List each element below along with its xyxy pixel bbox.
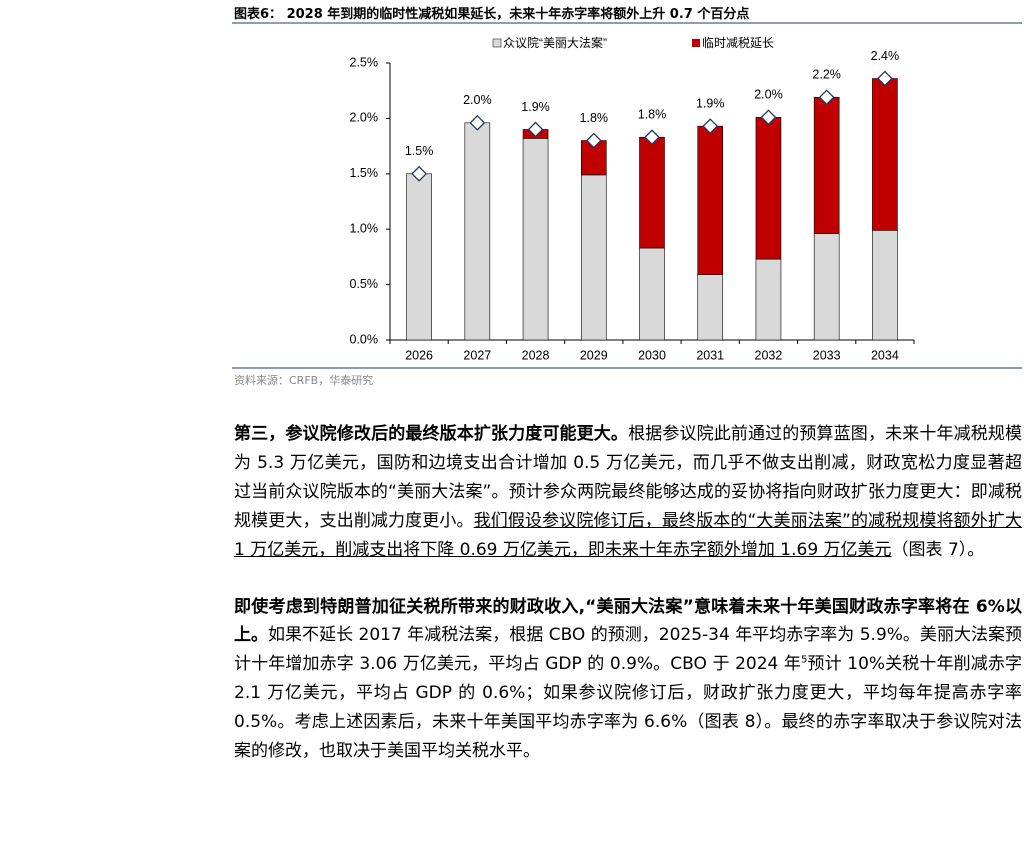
bar-segment — [755, 258, 782, 341]
y-tick-label: 1.0% — [350, 221, 379, 235]
total-label: 2.2% — [812, 68, 841, 82]
bar-segment — [697, 274, 724, 341]
total-label: 1.8% — [638, 108, 667, 122]
x-tick-label: 2033 — [813, 348, 841, 362]
bar-segment — [639, 136, 665, 249]
total-marker — [585, 132, 602, 149]
total-label: 1.9% — [521, 100, 550, 114]
total-label: 2.0% — [463, 93, 492, 107]
total-label: 1.5% — [405, 144, 434, 158]
y-tick-label: 2.0% — [350, 111, 379, 125]
legend-swatch — [692, 39, 700, 47]
legend-swatch — [492, 38, 502, 48]
paragraph: 第三，参议院修改后的最终版本扩张力度可能更大。根据参议院此前通过的预算蓝图，未来… — [234, 420, 1022, 565]
y-tick-label: 2.5% — [350, 55, 379, 69]
x-tick-label: 2034 — [871, 348, 899, 362]
text-run: 如果不延长 2017 年减税法案，根据 CBO 的预测，2025-34 年平均赤… — [234, 625, 1022, 675]
x-tick-label: 2026 — [405, 348, 433, 362]
total-marker — [644, 129, 660, 146]
text-run: 5 — [801, 654, 808, 666]
x-tick-label: 2027 — [463, 348, 491, 362]
bar-segment — [580, 174, 607, 341]
text-run: 根据参议院此前通过的预算蓝图，未来十年减税规模为 5.3 万亿美元，国防和边境支… — [234, 424, 1023, 531]
total-marker — [411, 165, 428, 182]
text-run: （图表 7）。 — [891, 539, 985, 560]
y-tick-label: 1.5% — [350, 166, 379, 180]
legend-label: 众议院“美丽大法案” — [503, 35, 607, 50]
total-label: 2.4% — [871, 49, 900, 63]
legend-label: 临时减税延长 — [702, 36, 774, 50]
x-tick-label: 2032 — [755, 348, 783, 362]
bar-segment — [872, 230, 898, 341]
total-marker — [760, 109, 777, 126]
text-run: 我们假设参议院修订后，最终版本的“大美丽法案”的减税规模将额外扩大 1 万亿美元… — [234, 510, 1022, 560]
bar-segment — [813, 233, 840, 341]
x-tick-label: 2028 — [522, 348, 550, 362]
bar-segment — [464, 122, 491, 341]
text-run: 预计 10%关税十年削减赤字 2.1 万亿美元，平均占 GDP 的 0.6%；如… — [234, 654, 1022, 762]
total-marker — [527, 121, 544, 138]
bar-segment — [813, 97, 840, 234]
total-marker — [702, 118, 719, 135]
figure-title: 图表6： 2028 年到期的临时性减税如果延长，未来十年赤字率将额外上升 0.7… — [234, 7, 750, 22]
x-tick-label: 2029 — [580, 348, 608, 362]
total-label: 1.9% — [696, 96, 725, 110]
paragraph: 即使考虑到特朗普加征关税所带来的财政收入,“美丽大法案”意味着未来十年美国财政赤… — [234, 593, 1022, 766]
x-tick-label: 2030 — [638, 348, 666, 362]
bar-segment — [406, 173, 432, 341]
chart: 0.0% 0.5% 1.0% 1.5% 2.0% 2.5% 众议院“美丽大法案” 临时减税延长… — [232, 22, 1022, 369]
total-marker — [818, 89, 835, 106]
y-tick-label: 0.0% — [350, 332, 379, 346]
bar-segment — [639, 247, 665, 341]
total-label: 1.8% — [580, 111, 609, 125]
source-note: 资料来源：CRFB，华泰研究 — [234, 374, 374, 387]
total-label: 2.0% — [754, 88, 783, 102]
text-run: 第三，参议院修改后的最终版本扩张力度可能更大。 — [234, 424, 629, 444]
bar-segment — [755, 116, 782, 260]
y-tick-label: 0.5% — [350, 277, 379, 291]
total-marker — [876, 70, 893, 87]
bar-segment — [697, 125, 724, 275]
total-marker — [469, 114, 486, 131]
body-text: 第三，参议院修改后的最终版本扩张力度可能更大。根据参议院此前通过的预算蓝图，未来… — [234, 420, 1022, 794]
x-tick-label: 2031 — [696, 348, 724, 362]
bar-segment — [522, 138, 549, 341]
text-run: 即使考虑到特朗普加征关税所带来的财政收入,“美丽大法案”意味着未来十年美国财政赤… — [234, 596, 1022, 646]
bar-segment — [872, 78, 898, 231]
